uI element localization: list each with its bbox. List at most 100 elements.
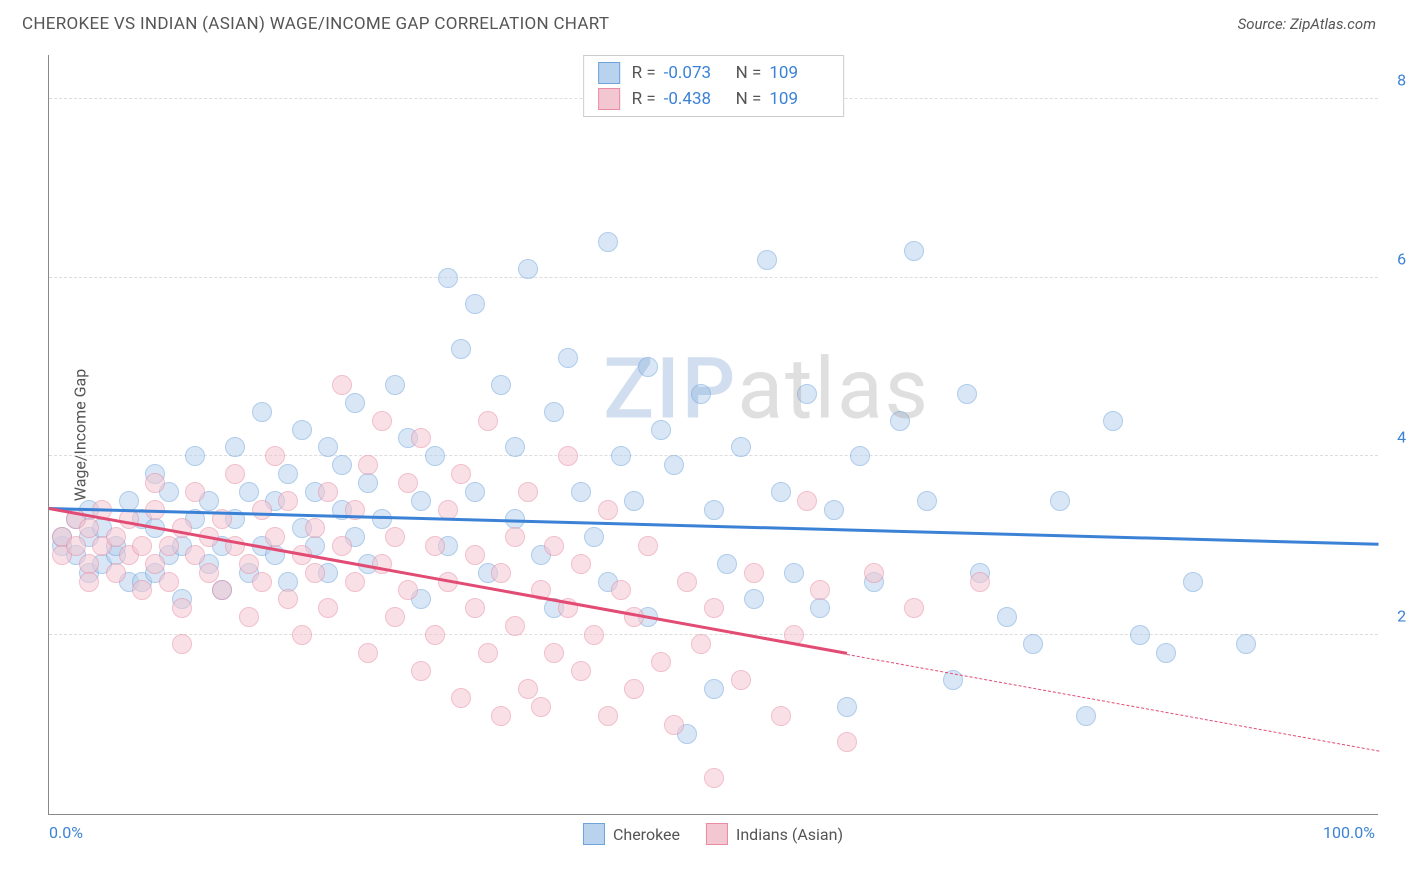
data-point: [1050, 491, 1070, 511]
data-point: [185, 545, 205, 565]
data-point: [1130, 625, 1150, 645]
n-value: 109: [769, 89, 829, 109]
data-point: [358, 473, 378, 493]
data-point: [465, 545, 485, 565]
data-point: [106, 563, 126, 583]
data-point: [225, 464, 245, 484]
stats-legend: R =-0.073N =109R =-0.438N =109: [583, 55, 845, 117]
data-point: [638, 357, 658, 377]
data-point: [451, 688, 471, 708]
data-point: [771, 706, 791, 726]
legend-swatch: [598, 88, 620, 110]
legend-label: Indians (Asian): [736, 825, 843, 844]
data-point: [252, 402, 272, 422]
gridline: [49, 634, 1378, 635]
data-point: [571, 482, 591, 502]
data-point: [411, 428, 431, 448]
data-point: [491, 706, 511, 726]
data-point: [744, 589, 764, 609]
data-point: [584, 527, 604, 547]
data-point: [917, 491, 937, 511]
legend-item: Cherokee: [583, 823, 680, 845]
data-point: [478, 643, 498, 663]
r-label: R =: [632, 63, 656, 83]
data-point: [638, 536, 658, 556]
data-point: [398, 580, 418, 600]
data-point: [345, 572, 365, 592]
data-point: [252, 500, 272, 520]
data-point: [558, 446, 578, 466]
trend-line: [847, 654, 1379, 752]
data-point: [212, 580, 232, 600]
data-point: [1236, 634, 1256, 654]
data-point: [491, 375, 511, 395]
data-point: [465, 482, 485, 502]
y-tick-label: 40.0%: [1397, 428, 1406, 447]
data-point: [292, 625, 312, 645]
y-tick-label: 80.0%: [1397, 70, 1406, 89]
data-point: [79, 572, 99, 592]
data-point: [664, 455, 684, 475]
data-point: [465, 598, 485, 618]
data-point: [1156, 643, 1176, 663]
data-point: [584, 625, 604, 645]
data-point: [252, 572, 272, 592]
data-point: [305, 563, 325, 583]
data-point: [677, 572, 697, 592]
data-point: [292, 420, 312, 440]
data-point: [145, 554, 165, 574]
legend-swatch: [583, 823, 605, 845]
data-point: [372, 411, 392, 431]
data-point: [159, 572, 179, 592]
data-point: [132, 536, 152, 556]
data-point: [239, 482, 259, 502]
data-point: [837, 732, 857, 752]
data-point: [478, 411, 498, 431]
data-point: [1076, 706, 1096, 726]
data-point: [465, 294, 485, 314]
gridline: [49, 277, 1378, 278]
data-point: [385, 607, 405, 627]
n-label: N =: [736, 89, 762, 109]
data-point: [850, 446, 870, 466]
data-point: [172, 634, 192, 654]
watermark-zip: ZIP: [603, 339, 737, 438]
y-tick-label: 60.0%: [1397, 249, 1406, 268]
data-point: [411, 491, 431, 511]
data-point: [345, 393, 365, 413]
data-point: [571, 554, 591, 574]
data-point: [239, 554, 259, 574]
data-point: [411, 661, 431, 681]
data-point: [624, 491, 644, 511]
series-legend: Cherokee Indians (Asian): [583, 823, 843, 845]
data-point: [185, 446, 205, 466]
data-point: [890, 411, 910, 431]
data-point: [544, 643, 564, 663]
data-point: [624, 679, 644, 699]
data-point: [278, 464, 298, 484]
data-point: [225, 437, 245, 457]
data-point: [332, 375, 352, 395]
data-point: [265, 527, 285, 547]
y-tick-label: 20.0%: [1397, 607, 1406, 626]
data-point: [199, 563, 219, 583]
data-point: [957, 384, 977, 404]
data-point: [691, 384, 711, 404]
data-point: [358, 643, 378, 663]
data-point: [797, 491, 817, 511]
data-point: [810, 580, 830, 600]
data-point: [704, 500, 724, 520]
chart-header: CHEROKEE VS INDIAN (ASIAN) WAGE/INCOME G…: [0, 0, 1406, 42]
data-point: [558, 348, 578, 368]
x-tick-label: 100.0%: [1323, 823, 1375, 842]
data-point: [318, 482, 338, 502]
data-point: [611, 446, 631, 466]
data-point: [1103, 411, 1123, 431]
legend-swatch: [598, 62, 620, 84]
data-point: [425, 536, 445, 556]
data-point: [531, 697, 551, 717]
data-point: [332, 455, 352, 475]
data-point: [757, 250, 777, 270]
data-point: [904, 598, 924, 618]
data-point: [598, 706, 618, 726]
